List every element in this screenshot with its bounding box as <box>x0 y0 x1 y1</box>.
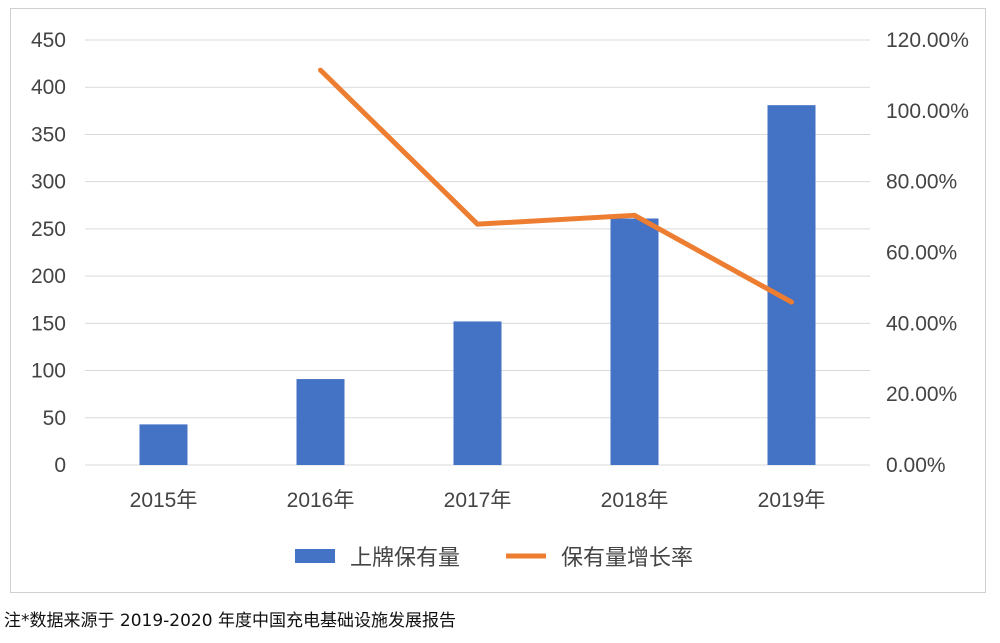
left-axis-tick-label: 150 <box>31 312 66 335</box>
left-y-axis: 0 50 100 150 200 250 300 350 400 450 <box>31 29 66 477</box>
right-axis-tick-label: 60.00% <box>886 242 957 265</box>
chart-area <box>10 8 986 593</box>
x-axis-tick-label: 2016年 <box>287 489 355 512</box>
left-axis-tick-label: 250 <box>31 218 66 241</box>
left-axis-tick-label: 100 <box>31 360 66 383</box>
bar <box>767 105 816 466</box>
x-axis-tick-label: 2017年 <box>444 489 512 512</box>
left-axis-tick-label: 200 <box>31 265 66 288</box>
left-axis-tick-label: 300 <box>31 171 66 194</box>
left-axis-tick-label: 350 <box>31 123 66 146</box>
right-axis-tick-label: 80.00% <box>886 171 957 194</box>
left-axis-tick-label: 0 <box>54 454 66 477</box>
x-axis: 2015年 2016年 2017年 2018年 2019年 <box>130 489 826 512</box>
legend-bar-swatch <box>295 549 335 563</box>
bar <box>296 379 345 465</box>
source-note: 注*数据来源于 2019-2020 年度中国充电基础设施发展报告 <box>4 611 456 631</box>
left-axis-tick-label: 400 <box>31 76 66 99</box>
line-series <box>318 67 794 305</box>
x-axis-tick-label: 2018年 <box>601 489 669 512</box>
legend: 上牌保有量 保有量增长率 <box>295 546 693 571</box>
left-axis-tick-label: 450 <box>31 29 66 52</box>
x-axis-tick-label: 2019年 <box>758 489 826 512</box>
right-axis-tick-label: 120.00% <box>886 29 969 52</box>
right-axis-tick-label: 40.00% <box>886 312 957 335</box>
bar <box>610 218 659 465</box>
bar-series <box>139 105 816 466</box>
right-axis-tick-label: 100.00% <box>886 100 969 123</box>
bar <box>139 424 188 465</box>
legend-bar-label: 上牌保有量 <box>350 546 460 571</box>
bar <box>453 321 502 465</box>
left-axis-tick-label: 50 <box>43 407 66 430</box>
growth-rate-line <box>318 67 794 305</box>
x-axis-tick-label: 2015年 <box>130 489 198 512</box>
right-axis-tick-label: 0.00% <box>886 454 946 477</box>
legend-line-label: 保有量增长率 <box>561 546 693 571</box>
right-axis-tick-label: 20.00% <box>886 383 957 406</box>
right-y-axis: 0.00% 20.00% 40.00% 60.00% 80.00% 100.00% 120.… <box>886 29 969 477</box>
gridlines <box>85 39 870 466</box>
